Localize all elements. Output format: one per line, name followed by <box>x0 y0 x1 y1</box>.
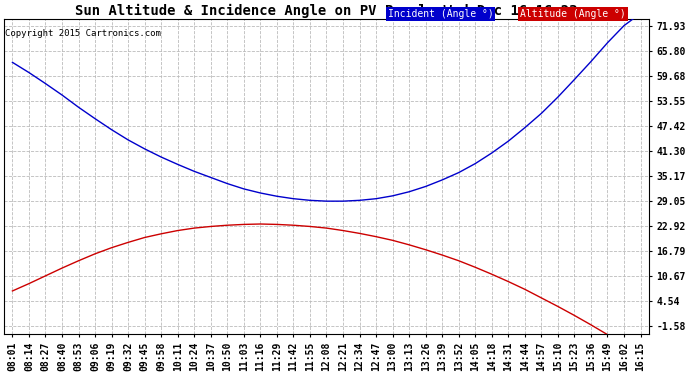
Text: Incident (Angle °): Incident (Angle °) <box>388 9 493 19</box>
Title: Sun Altitude & Incidence Angle on PV Panels Wed Dec 16 16:23: Sun Altitude & Incidence Angle on PV Pan… <box>75 4 578 18</box>
Text: Copyright 2015 Cartronics.com: Copyright 2015 Cartronics.com <box>6 29 161 38</box>
Text: Altitude (Angle °): Altitude (Angle °) <box>520 9 626 19</box>
